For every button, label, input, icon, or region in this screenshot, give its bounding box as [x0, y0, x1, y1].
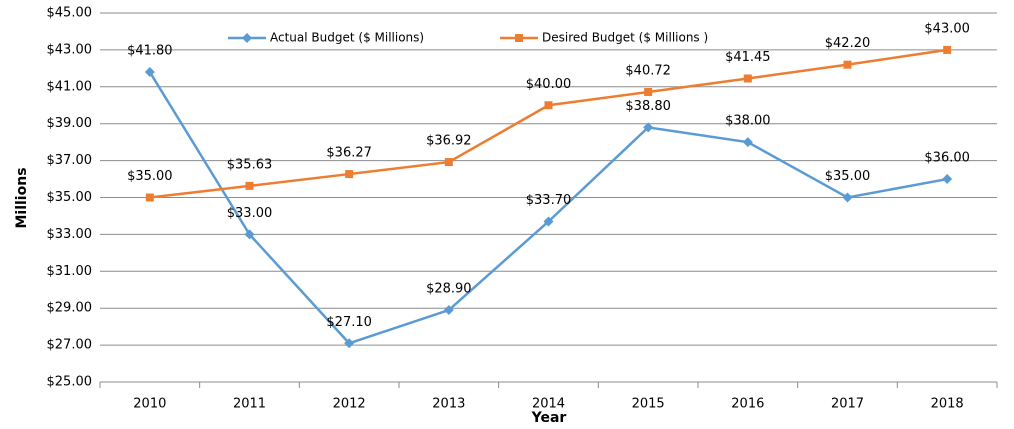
data-label: $42.20	[825, 36, 871, 51]
data-label: $40.00	[526, 77, 572, 92]
point	[443, 305, 454, 316]
point	[515, 34, 523, 42]
point	[743, 74, 752, 83]
data-label: $35.63	[227, 157, 273, 172]
point	[742, 137, 753, 148]
x-tick-label: 2015	[632, 397, 665, 412]
data-label: $35.00	[825, 169, 871, 184]
y-tick-label: $29.00	[47, 301, 93, 316]
y-tick-label: $33.00	[47, 227, 93, 242]
point	[444, 158, 453, 167]
data-label: $33.70	[526, 193, 572, 208]
y-tick-label: $35.00	[47, 190, 93, 205]
point	[244, 229, 255, 240]
point	[842, 192, 853, 203]
data-label: $33.00	[227, 206, 273, 221]
y-tick-label: $37.00	[47, 153, 93, 168]
legend-label: Actual Budget ($ Millions)	[270, 31, 424, 45]
y-tick-label: $39.00	[47, 116, 93, 131]
point	[345, 170, 354, 179]
x-tick-label: 2013	[432, 397, 465, 412]
data-label: $28.90	[426, 282, 472, 297]
x-tick-label: 2014	[532, 397, 565, 412]
data-label: $40.72	[625, 63, 671, 78]
y-tick-label: $27.00	[47, 338, 93, 353]
data-label: $41.45	[725, 50, 771, 65]
x-axis-label: Year	[531, 410, 567, 426]
point	[145, 193, 154, 202]
x-tick-label: 2017	[831, 397, 864, 412]
point	[242, 33, 252, 43]
x-tick-label: 2012	[333, 397, 366, 412]
y-tick-label: $25.00	[47, 375, 93, 390]
x-tick-label: 2010	[133, 397, 166, 412]
point	[544, 101, 553, 110]
x-tick-label: 2016	[731, 397, 764, 412]
data-label: $35.00	[127, 169, 173, 184]
y-tick-label: $43.00	[47, 42, 93, 57]
point	[843, 60, 852, 69]
y-tick-label: $41.00	[47, 79, 93, 94]
point	[245, 181, 254, 190]
data-label: $41.80	[127, 44, 173, 59]
data-label: $38.80	[625, 99, 671, 114]
data-label: $36.27	[326, 146, 372, 161]
data-label: $27.10	[326, 315, 372, 330]
data-label: $36.00	[924, 151, 970, 166]
data-label: $36.92	[426, 134, 472, 149]
point	[344, 338, 355, 349]
x-tick-label: 2011	[233, 397, 266, 412]
point	[543, 216, 554, 227]
legend-item: Desired Budget ($ Millions )	[500, 31, 708, 45]
data-label: $38.00	[725, 114, 771, 129]
data-label: $43.00	[924, 21, 970, 36]
legend-label: Desired Budget ($ Millions )	[542, 31, 708, 45]
point	[644, 87, 653, 96]
point	[942, 174, 953, 185]
y-tick-label: $31.00	[47, 264, 93, 279]
point	[144, 67, 155, 78]
x-tick-label: 2018	[931, 397, 964, 412]
legend-item: Actual Budget ($ Millions)	[228, 31, 424, 45]
point	[643, 122, 654, 133]
y-axis-label: Millions	[14, 167, 30, 228]
point	[943, 45, 952, 54]
y-tick-label: $45.00	[47, 6, 93, 21]
